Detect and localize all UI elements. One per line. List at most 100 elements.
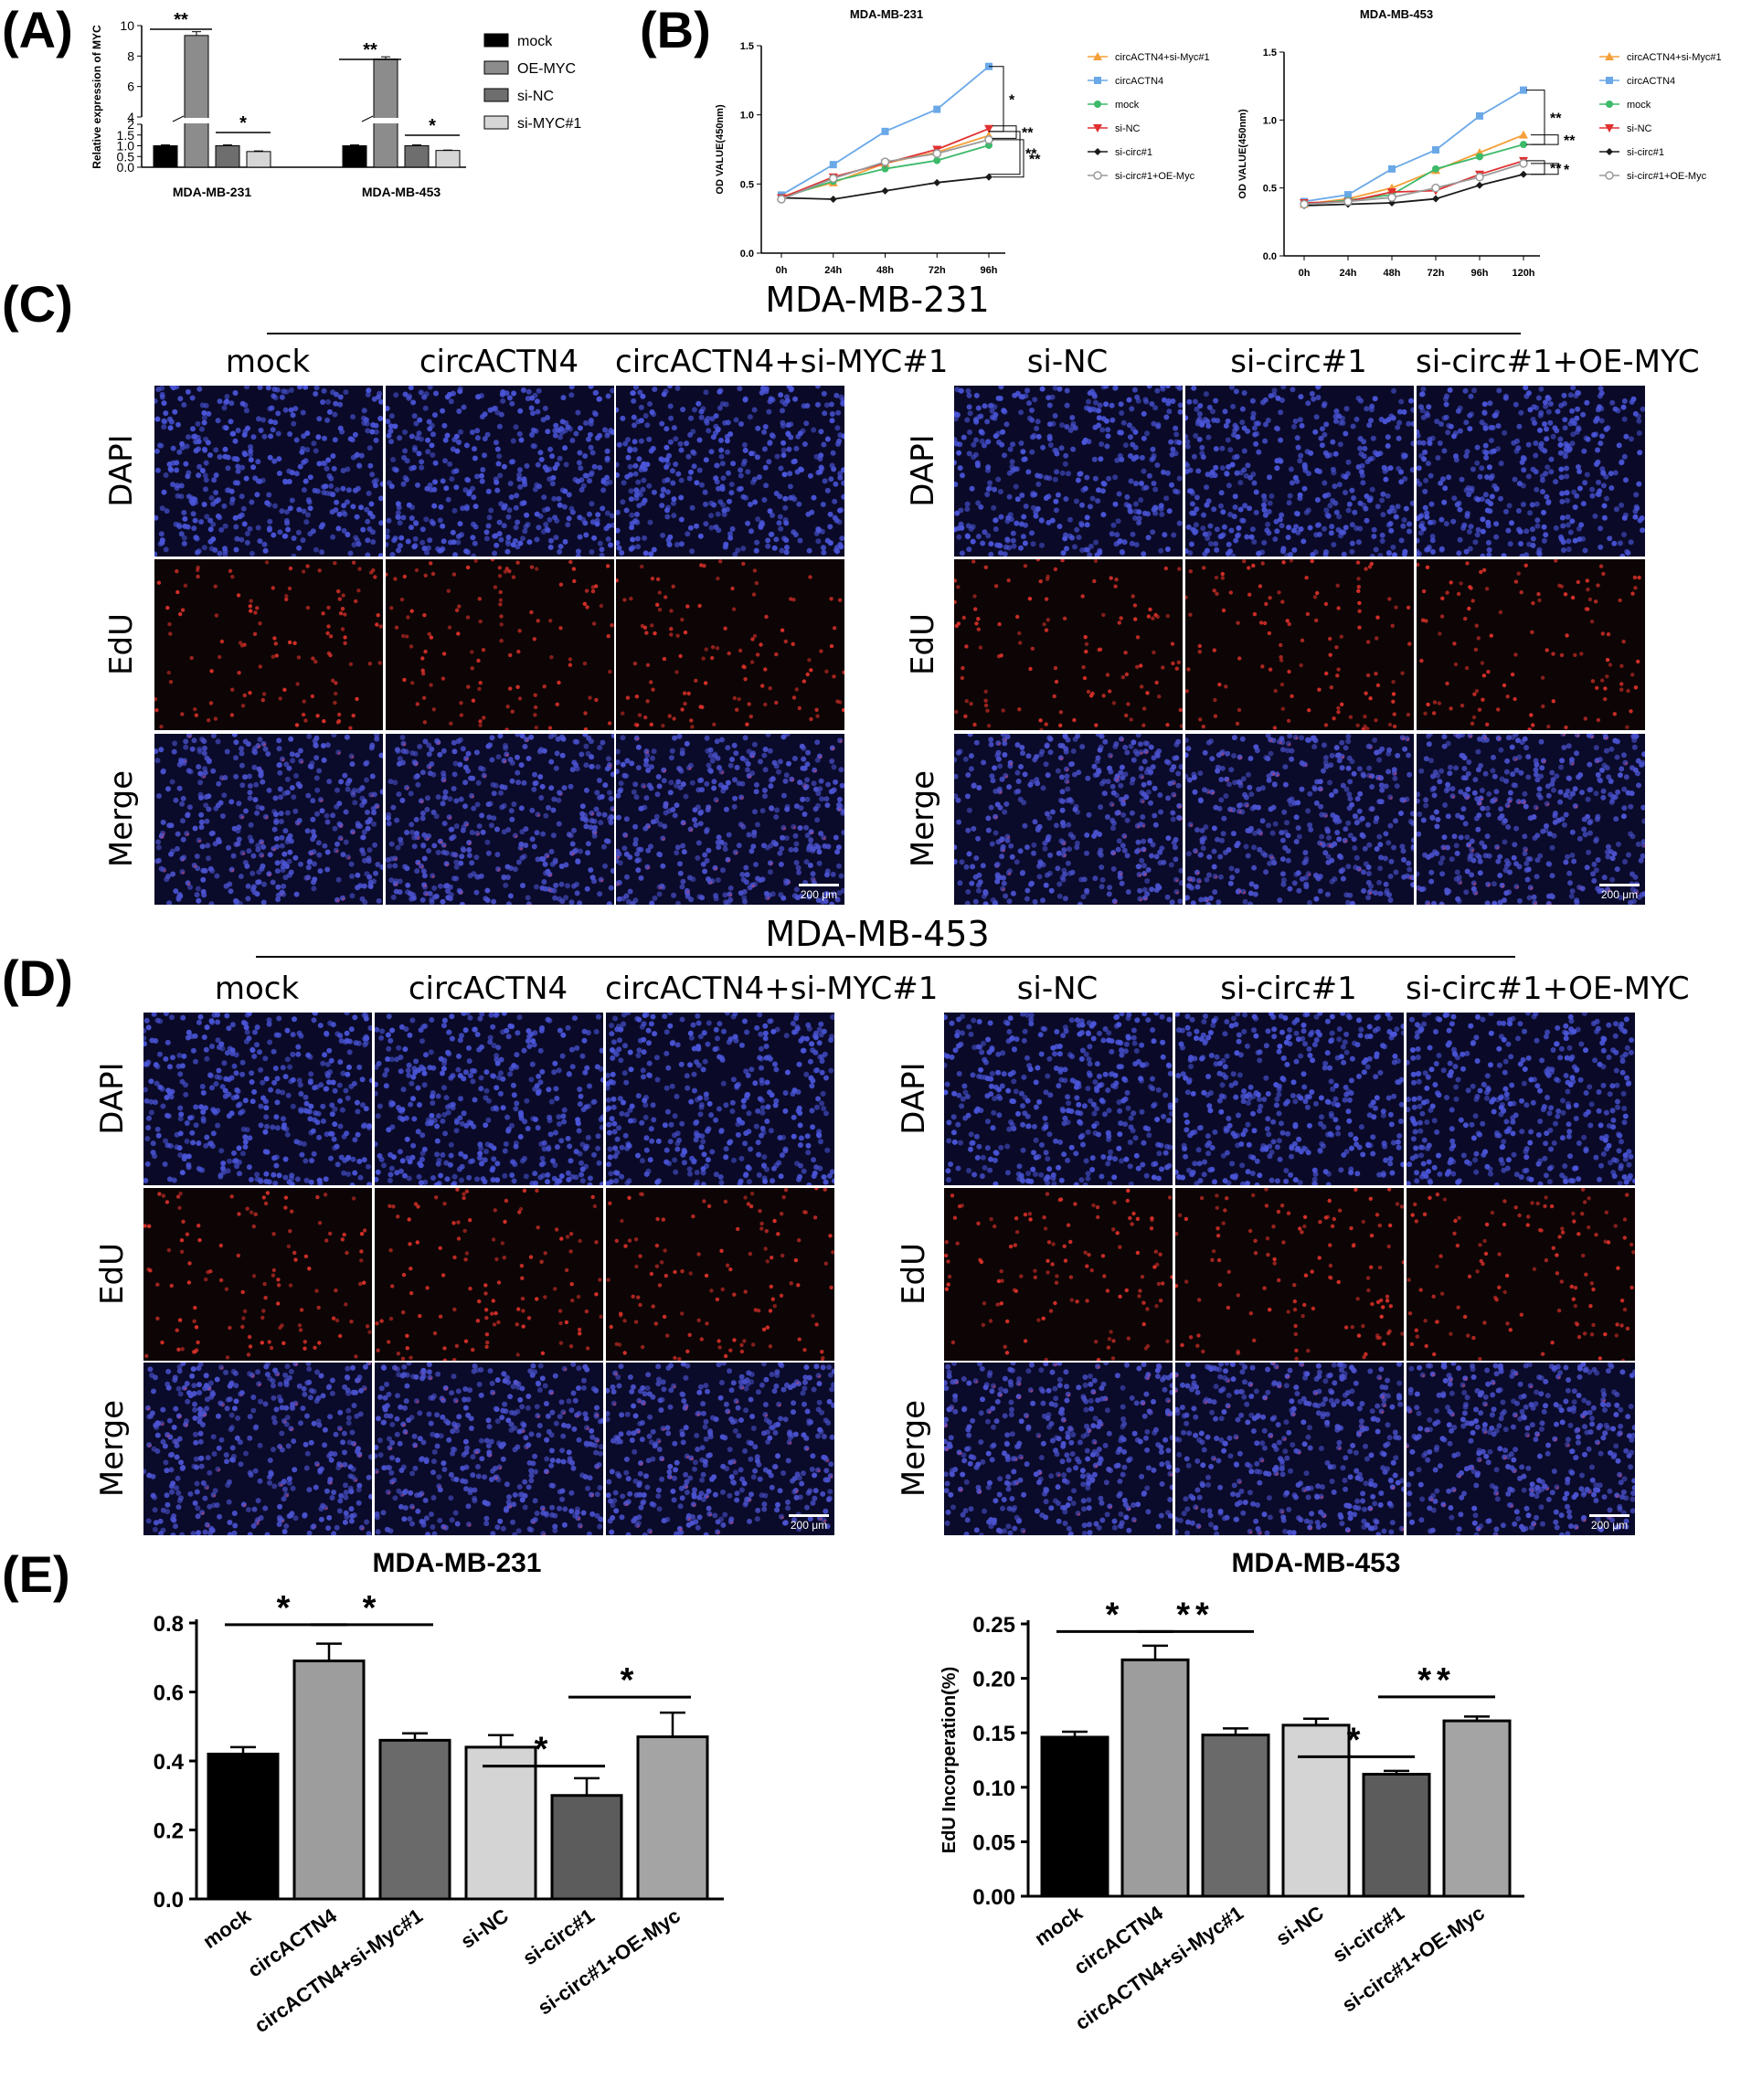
y-tick-label: 1.0 [117, 139, 135, 154]
data-point [881, 164, 889, 173]
data-point [777, 195, 786, 204]
data-point [1093, 124, 1102, 133]
series-line [1303, 89, 1524, 203]
data-point [1094, 148, 1101, 155]
data-point [1606, 148, 1613, 155]
data-point [1520, 141, 1527, 149]
data-point [933, 178, 941, 186]
chart-title: MDA-MB-453 [1231, 1548, 1400, 1578]
legend-label: si-circ#1+OE-Myc [1627, 171, 1707, 182]
row-label: DAPI [905, 433, 941, 507]
row-label: Merge [896, 1399, 932, 1497]
cell-dots [375, 1013, 603, 1185]
data-point [1093, 171, 1102, 180]
series-line [1303, 173, 1524, 207]
micrograph-merge [154, 733, 384, 906]
y-tick-label: 0.25 [972, 1613, 1015, 1638]
x-tick-label: MDA-MB-231 [173, 185, 252, 199]
y-tick-label: 0.5 [117, 149, 135, 164]
bar [1120, 1658, 1190, 1898]
cell-dots [606, 1188, 834, 1361]
micrograph-merge [943, 1362, 1173, 1536]
micrograph-dapi [943, 1012, 1173, 1186]
data-point [1387, 188, 1396, 197]
y-tick-label: 0.05 [972, 1830, 1015, 1855]
significance-bracket [989, 66, 1004, 133]
legend-label: si-NC [517, 89, 554, 104]
scale-bar: 200 μm [789, 1514, 829, 1532]
bar-chart-myc-expression: 4 6 8 10 0.00.51.01.52 Relative expression of… [90, 10, 581, 199]
cell-dots [1175, 1188, 1404, 1361]
y-tick-label: 1.0 [1263, 115, 1277, 126]
bar [1281, 1723, 1351, 1898]
significance-marker: ** [1550, 161, 1562, 176]
micrograph-merge [385, 733, 615, 906]
x-tick-label: 0h [776, 265, 788, 276]
significance-marker: ** [1550, 111, 1562, 126]
line-chart-od-mda-mb-453: MDA-MB-453 0.0 0.5 1.0 1.5 0h 24h 48h 72h 96h 120h… [1237, 7, 1722, 279]
y-axis-label: OD VALUE(450nm) [1237, 109, 1248, 199]
bar [636, 1735, 709, 1901]
scale-bar: 200 μm [799, 884, 839, 901]
bar [404, 145, 430, 168]
cell-dots [1185, 386, 1414, 557]
y-tick-label: 1.5 [117, 128, 135, 143]
significance-marker: ** [1176, 1596, 1215, 1634]
cell-dots [386, 734, 614, 905]
y-tick-label: 0.5 [740, 179, 754, 190]
x-tick-label: 120h [1512, 268, 1534, 279]
data-point [932, 149, 941, 158]
group-header: mock [214, 970, 300, 1007]
y-tick-label: 0.0 [740, 249, 754, 260]
micrograph-merge: 200 μm [605, 1362, 835, 1536]
legend-label: si-circ#1+OE-Myc [1115, 171, 1195, 182]
data-point [1094, 77, 1101, 84]
micrograph-edu [605, 1187, 835, 1362]
scale-bar-label: 200 μm [800, 888, 838, 901]
micrograph-edu [1174, 1187, 1405, 1362]
x-tick-label: 0h [1299, 268, 1311, 279]
group-header: si-circ#1+OE-MYC [1416, 344, 1700, 380]
significance-bracket [993, 139, 1024, 178]
legend-label: si-NC [1627, 123, 1652, 134]
panel-label-b: (B) [640, 1, 711, 58]
y-tick-label: 0.15 [972, 1722, 1015, 1746]
data-point [984, 124, 993, 133]
cell-dots [154, 734, 383, 905]
legend-label: mock [517, 34, 553, 49]
y-tick-label: 0.6 [154, 1681, 184, 1706]
y-axis-label: EdU Incorperation(%) [940, 1667, 960, 1853]
cell-dots [944, 1013, 1173, 1185]
y-tick-label: 4 [127, 110, 134, 124]
row-label: Merge [94, 1399, 131, 1497]
y-tick-label: 1.0 [740, 111, 754, 122]
data-point [1300, 199, 1309, 209]
data-point [1388, 164, 1396, 173]
significance-marker: ** [363, 40, 377, 60]
significance-bracket [1526, 90, 1545, 145]
micrograph-edu [385, 558, 615, 731]
micrograph-dapi [615, 385, 845, 557]
bar [342, 145, 367, 168]
significance-bracket [1531, 134, 1559, 145]
bar [373, 58, 398, 168]
data-point [1387, 193, 1396, 202]
row-label: EdU [103, 612, 140, 675]
legend-swatch [483, 115, 509, 130]
data-point [1605, 124, 1614, 133]
legend-label: circACTN4 [1115, 76, 1163, 87]
micrograph-dapi [374, 1012, 604, 1186]
micrograph-merge: 200 μm [1416, 733, 1646, 906]
micrograph-dapi [143, 1012, 373, 1186]
micrograph-edu [374, 1187, 604, 1362]
significance-marker: ** [1022, 126, 1034, 142]
x-tick-label: 96h [981, 265, 998, 276]
significance-marker: ** [1417, 1661, 1456, 1700]
x-tick-label: si-circ#1+OE-Myc [1338, 1902, 1489, 2017]
y-tick-label: 0.5 [1263, 184, 1277, 195]
micrograph-edu [943, 1187, 1173, 1362]
data-point [1432, 195, 1439, 203]
micrograph-dapi [953, 385, 1184, 557]
cell-dots [1407, 1188, 1635, 1361]
x-tick-label: mock [198, 1904, 255, 1953]
